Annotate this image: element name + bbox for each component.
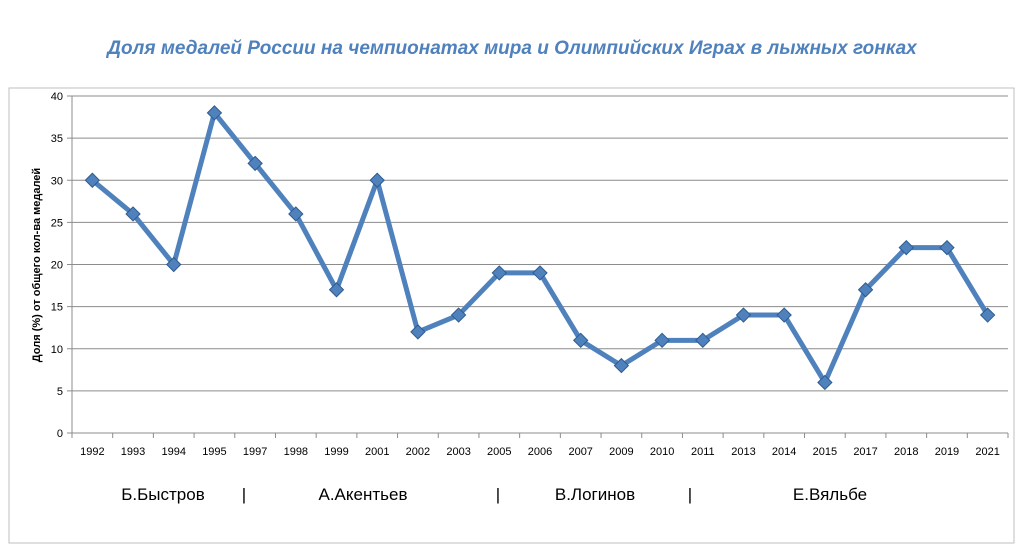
x-tick-label: 1993 <box>121 446 145 458</box>
y-axis-title: Доля (%) от общего кол-ва медалей <box>31 168 43 362</box>
coach-separator: | <box>242 485 246 504</box>
coach-separator: | <box>688 485 692 504</box>
data-point <box>613 357 630 374</box>
x-tick-label: 1997 <box>243 446 267 458</box>
y-tick-label: 10 <box>51 344 63 356</box>
x-tick-label: 1999 <box>324 446 348 458</box>
data-point <box>84 172 101 188</box>
chart-frame <box>8 87 1015 544</box>
y-tick-label: 20 <box>51 260 63 272</box>
series-line <box>89 110 991 385</box>
x-tick-label: 2006 <box>528 446 552 458</box>
y-tick-label: 0 <box>57 428 63 440</box>
x-tick-label: 1994 <box>161 446 185 458</box>
data-point <box>654 332 670 349</box>
y-tick-label: 35 <box>51 133 63 145</box>
data-point <box>572 332 589 349</box>
x-tick-label: 2011 <box>691 446 715 458</box>
data-point <box>410 324 426 340</box>
data-point <box>939 239 955 256</box>
coach-label-bystrov: Б.Быстров <box>121 485 204 504</box>
y-tick-label: 40 <box>51 91 63 103</box>
data-point <box>125 206 141 222</box>
coach-label-akentyev: А.Акентьев <box>318 485 407 504</box>
data-point <box>491 265 508 281</box>
x-tick-label: 2001 <box>365 446 389 458</box>
y-tick-label: 30 <box>51 175 63 187</box>
coach-label-loginov: В.Логинов <box>555 485 635 504</box>
marker-layer <box>84 105 996 391</box>
data-point <box>735 307 752 323</box>
x-tick-label: 2019 <box>935 446 959 458</box>
y-tick-label: 5 <box>57 386 63 398</box>
x-tick-label: 2009 <box>609 446 633 458</box>
x-tick-label: 2014 <box>772 446 796 458</box>
data-point <box>898 239 914 256</box>
axes <box>71 96 1009 438</box>
x-tick-label: 2017 <box>853 446 877 458</box>
coach-annotations: Б.Быстров | А.Акентьев | В.Логинов | Е.В… <box>121 485 867 504</box>
data-point <box>857 282 874 298</box>
x-tick-label: 1998 <box>284 446 308 458</box>
x-tick-label: 1995 <box>202 446 226 458</box>
data-point <box>532 265 548 281</box>
x-tick-labels: 1992 1993 1994 1995 1997 1998 1999 2001 2002 2003… <box>80 446 1000 458</box>
y-tick-labels: 0 5 10 15 20 25 30 35 40 <box>51 91 63 440</box>
data-point <box>979 307 996 323</box>
x-tick-label: 2002 <box>406 446 430 458</box>
x-tick-label: 2021 <box>975 446 999 458</box>
x-tick-label: 2003 <box>446 446 470 458</box>
x-tick-label: 2013 <box>731 446 755 458</box>
data-point <box>776 307 792 323</box>
data-point <box>817 374 833 391</box>
y-tick-label: 15 <box>51 302 63 314</box>
x-tick-label: 1992 <box>80 446 104 458</box>
data-point <box>328 282 345 298</box>
data-point <box>166 256 182 273</box>
data-point <box>247 155 263 172</box>
data-point <box>695 332 711 349</box>
x-tick-label: 2018 <box>894 446 918 458</box>
chart-title: Доля медалей России на чемпионатах мира … <box>107 38 917 59</box>
x-tick-label: 2007 <box>568 446 592 458</box>
gridlines <box>67 95 1008 434</box>
coach-separator: | <box>496 485 500 504</box>
data-point <box>206 105 223 121</box>
x-tick-label: 2015 <box>813 446 837 458</box>
x-tick-label: 2010 <box>650 446 674 458</box>
data-point <box>288 206 304 222</box>
data-point <box>369 172 385 188</box>
data-point <box>450 307 467 323</box>
series-layer <box>89 110 991 385</box>
coach-label-vyalbe: Е.Вяльбе <box>793 485 867 504</box>
x-tick-label: 2005 <box>487 446 511 458</box>
y-tick-label: 25 <box>51 217 63 229</box>
